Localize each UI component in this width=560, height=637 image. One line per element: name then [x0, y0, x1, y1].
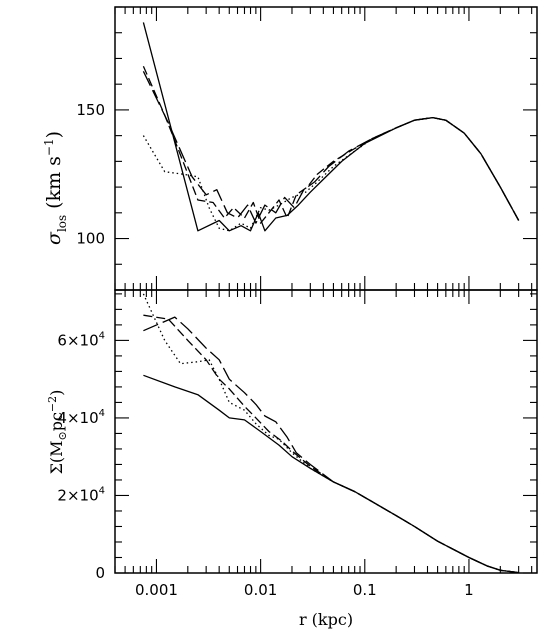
- bottom-plot-frame: [114, 289, 538, 574]
- x-axis-label: r (kpc): [299, 610, 353, 629]
- top-plot-frame: [114, 6, 538, 291]
- bottom-series-dashed: [143, 314, 519, 574]
- x-tick-label: 1: [464, 581, 474, 599]
- x-tick-label: 0.001: [135, 581, 178, 599]
- top-series-dotted: [142, 116, 520, 232]
- top-y-tick-label: 100: [76, 230, 105, 248]
- top-panel: 100 150: [76, 6, 538, 291]
- top-series-longdash: [142, 71, 520, 224]
- bottom-series-solid: [143, 374, 519, 574]
- bottom-y-tick-label: 2×104: [57, 485, 105, 504]
- bottom-series-dotted: [142, 293, 519, 574]
- bottom-panel: 0 2×104 4×104 6×104 0.001 0.01 0.1 1: [57, 289, 538, 599]
- bottom-series-longdash: [143, 316, 519, 574]
- top-y-tick-label: 150: [76, 101, 105, 119]
- top-y-axis-label: σlos(km s−1): [42, 131, 69, 245]
- bottom-y-tick-label: 6×104: [57, 330, 105, 349]
- bottom-y-tick-label: 0: [95, 564, 105, 582]
- bottom-y-axis-label: Σ(M⊙pc−2): [46, 390, 69, 475]
- x-tick-label: 0.1: [353, 581, 377, 599]
- bottom-y-tick-label: 4×104: [57, 408, 105, 427]
- x-tick-label: 0.01: [244, 581, 277, 599]
- top-series-dashed: [142, 65, 520, 224]
- top-series-solid: [142, 22, 520, 232]
